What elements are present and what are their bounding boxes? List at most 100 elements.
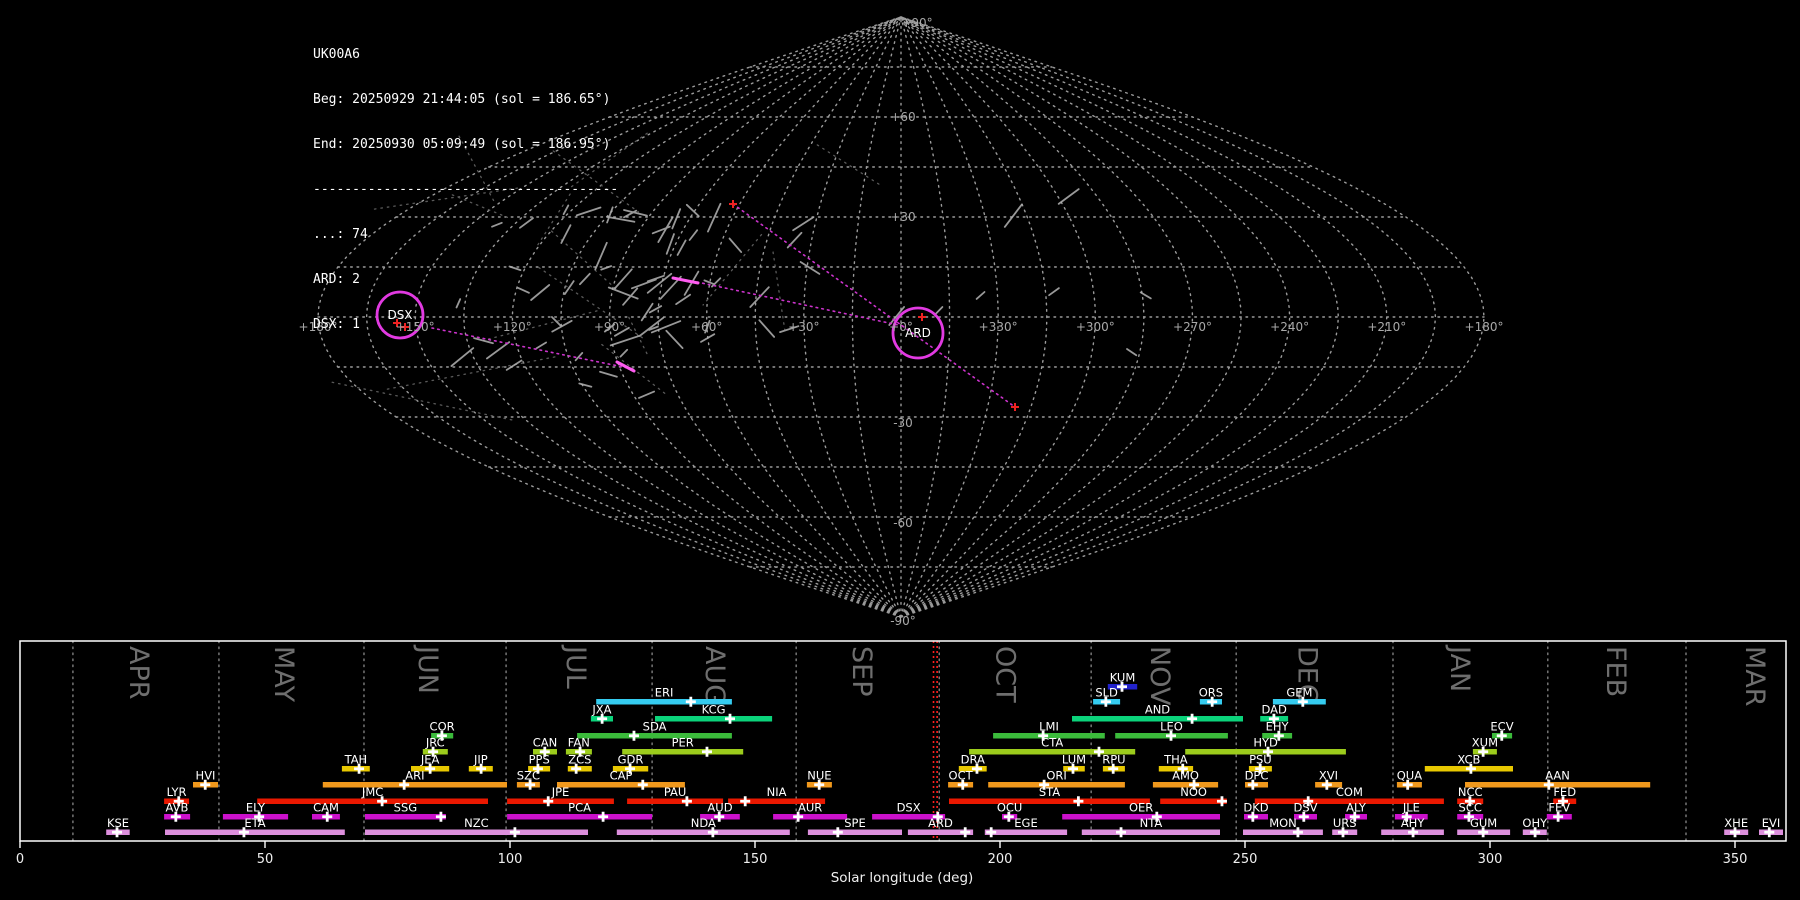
- meridian-line: [851, 16, 902, 618]
- month-label: OCT: [989, 646, 1020, 703]
- shower-bar: [807, 829, 902, 835]
- meteor-streak: [688, 229, 699, 241]
- x-axis-title: Solar longitude (deg): [831, 870, 974, 886]
- mesh-segment: [538, 266, 645, 340]
- x-tick-label: 200: [988, 852, 1013, 867]
- station-id: UK00A6: [313, 47, 360, 62]
- meridian-line: [365, 16, 902, 618]
- meteor-streak: [631, 278, 657, 290]
- shower-kcg: KCG: [655, 703, 773, 724]
- meteor-streak: [975, 291, 986, 300]
- longitude-label: +300°: [1076, 320, 1115, 334]
- shower-mon: MON: [1243, 816, 1323, 838]
- shower-hyd: HYD: [1185, 736, 1346, 757]
- shower-psu: PSU: [1248, 753, 1272, 774]
- shower-ehy: EHY: [1262, 720, 1293, 741]
- shower-lum: LUM: [1062, 753, 1086, 774]
- meteor-streak: [613, 268, 633, 291]
- trajectory-dotted: [696, 281, 904, 327]
- meridian-line: [900, 16, 1242, 618]
- meridian-line: [900, 16, 1340, 618]
- trajectory-solid: [615, 360, 636, 373]
- shower-dsx: DSX: [872, 801, 946, 822]
- meridian-line: [900, 16, 1145, 618]
- meteor-streak: [651, 225, 671, 235]
- shower-code-label: ORI: [1046, 769, 1066, 783]
- shower-code-label: PAU: [664, 785, 686, 799]
- shower-code-label: DAD: [1262, 703, 1288, 717]
- shower-cor: COR: [430, 720, 455, 741]
- shower-com: COM: [1254, 785, 1444, 807]
- map-grid-labels: +180° +150° +120° +90° +60° +30° +0° +330° +300°…: [299, 16, 1504, 628]
- meridian-line: [463, 16, 902, 618]
- shower-nta: NTA: [1081, 816, 1220, 838]
- shower-code-label: ALY: [1346, 801, 1367, 815]
- shower-code-label: DRA: [961, 753, 985, 767]
- shower-code-label: COR: [430, 720, 455, 734]
- meridian-line: [900, 16, 999, 618]
- meteor-streak: [703, 279, 716, 286]
- meteor-streak: [551, 319, 573, 333]
- shower-gem: GEM: [1272, 686, 1326, 707]
- meteor-streak: [779, 325, 800, 334]
- shower-spe: SPE: [807, 816, 902, 838]
- mesh-segment: [371, 187, 519, 211]
- meteor-streak: [551, 316, 563, 328]
- shower-oer: OER: [1062, 801, 1220, 822]
- shower-nda: NDA: [616, 816, 790, 838]
- x-tick-label: 150: [743, 852, 768, 867]
- meridian-line: [705, 16, 902, 618]
- shower-code-label: ERI: [655, 686, 674, 700]
- shower-code-label: ZCS: [568, 753, 591, 767]
- shower-ard: ARD: [907, 816, 974, 838]
- meteor-streak: [711, 277, 722, 288]
- shower-bar: [365, 829, 588, 835]
- shower-ecv: ECV: [1490, 720, 1514, 741]
- shower-code-label: HVI: [196, 769, 216, 783]
- shower-code-label: PPS: [529, 753, 550, 767]
- shower-bar: [1254, 798, 1444, 804]
- shower-bar: [622, 749, 744, 755]
- latitude-label: -60: [893, 516, 913, 530]
- shower-bar: [1160, 798, 1227, 804]
- shower-code-label: JXA: [591, 703, 611, 717]
- shower-code-label: NUE: [807, 769, 831, 783]
- meteor-streak: [707, 202, 722, 233]
- shower-code-label: AHY: [1401, 816, 1426, 830]
- shower-pps: PPS: [528, 753, 551, 774]
- meteor-streak: [728, 237, 743, 254]
- longitude-label: +270°: [1173, 320, 1212, 334]
- shower-xcb: XCB: [1424, 753, 1513, 774]
- shower-zcs: ZCS: [567, 753, 592, 774]
- separator: ---------------------------------------: [313, 182, 619, 197]
- shower-eri: ERI: [596, 686, 732, 707]
- shower-code-label: JEA: [420, 753, 440, 767]
- shower-code-label: AND: [1145, 703, 1170, 717]
- shower-code-label: EHY: [1266, 720, 1290, 734]
- shower-code-label: GDR: [618, 753, 644, 767]
- meteor-streak: [530, 284, 551, 301]
- meteor-streak: [650, 320, 682, 334]
- meteor-streak: [676, 239, 687, 256]
- meteor-streak: [700, 333, 716, 343]
- shower-code-label: DSV: [1293, 801, 1317, 815]
- shower-code-label: DSX: [897, 801, 921, 815]
- meteor-streak: [683, 270, 700, 296]
- shower-trajectories: [431, 203, 1016, 408]
- shower-bar: [728, 798, 826, 804]
- shower-aly: ALY: [1345, 801, 1367, 822]
- meridian-line: [900, 16, 1437, 618]
- shower-code-label: OCU: [997, 801, 1023, 815]
- longitude-label: +330°: [979, 320, 1018, 334]
- shower-bar: [507, 814, 653, 820]
- shower-bar: [1081, 829, 1220, 835]
- meteor-streak: [758, 319, 775, 338]
- shower-fed: FED: [1553, 785, 1576, 807]
- shower-code-label: NIA: [767, 785, 787, 799]
- meteor-streak: [517, 286, 530, 294]
- meridian-line: [900, 16, 1291, 618]
- meteor-streak: [799, 261, 821, 275]
- meteor-streak: [619, 348, 629, 358]
